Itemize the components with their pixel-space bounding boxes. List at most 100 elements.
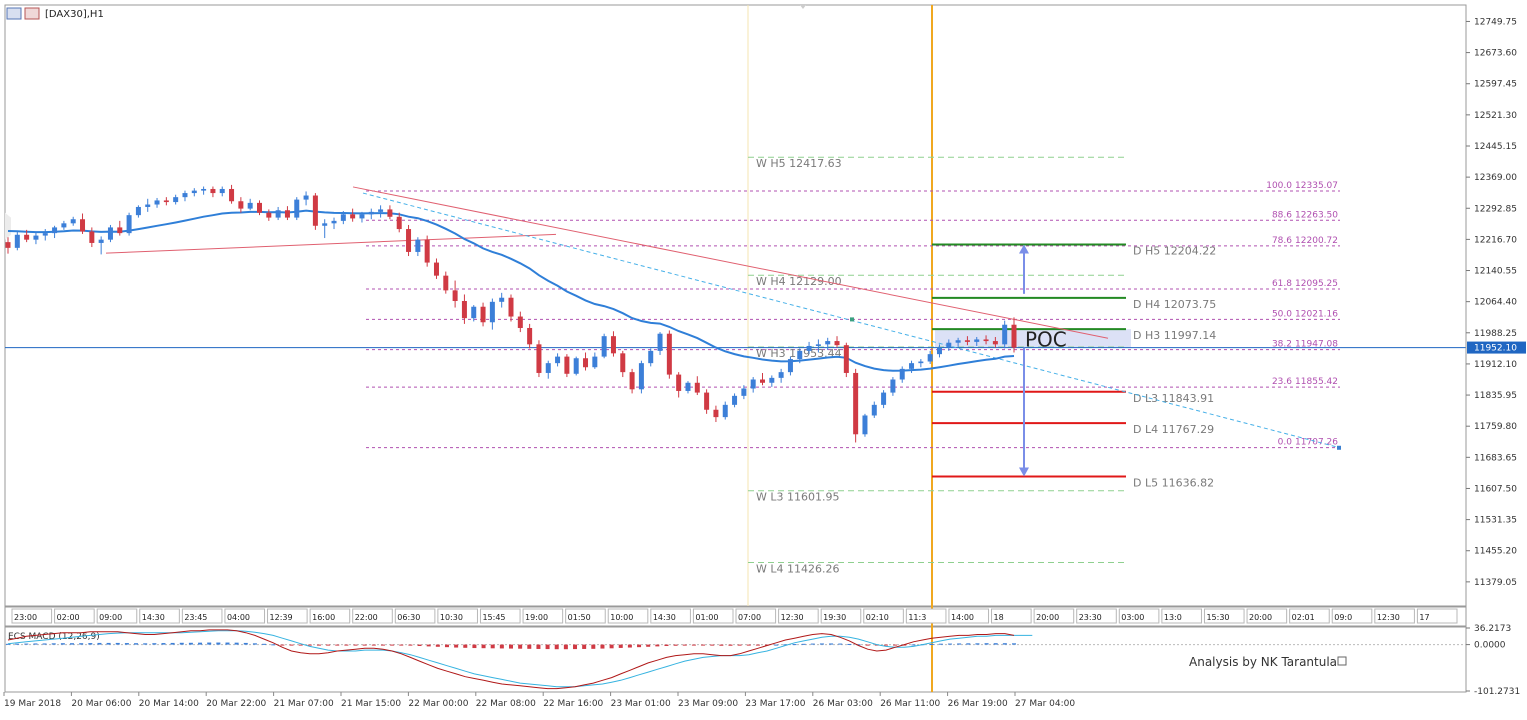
candle[interactable] [1002, 320, 1008, 349]
candle[interactable] [992, 336, 998, 348]
candle[interactable] [433, 258, 439, 279]
candle[interactable] [368, 208, 374, 220]
candle[interactable] [946, 339, 952, 351]
candle[interactable] [909, 360, 915, 373]
candle[interactable] [899, 366, 905, 383]
candle[interactable] [201, 186, 207, 195]
candle[interactable] [760, 372, 765, 386]
candle[interactable] [918, 359, 924, 368]
candle[interactable] [294, 197, 300, 221]
candle[interactable] [14, 231, 20, 251]
candle[interactable] [610, 331, 616, 357]
candle[interactable] [61, 220, 67, 230]
candle[interactable] [536, 340, 542, 378]
watermark-close-icon[interactable] [1337, 656, 1347, 666]
candle[interactable] [359, 211, 365, 223]
candle[interactable] [517, 311, 523, 333]
candle[interactable] [191, 188, 197, 197]
candle[interactable] [508, 294, 514, 322]
candle[interactable] [52, 225, 58, 239]
candle[interactable] [778, 368, 784, 383]
candle[interactable] [583, 352, 589, 371]
candle[interactable] [936, 344, 942, 358]
candle[interactable] [638, 360, 644, 394]
candle[interactable] [396, 212, 402, 233]
candle[interactable] [881, 390, 887, 409]
candle[interactable] [974, 336, 980, 346]
candle[interactable] [555, 353, 561, 367]
candle[interactable] [443, 271, 449, 294]
candle[interactable] [815, 339, 821, 353]
candle[interactable] [284, 206, 290, 221]
candle[interactable] [33, 231, 39, 245]
candle[interactable] [601, 333, 607, 359]
candle[interactable] [117, 220, 123, 236]
candle[interactable] [24, 229, 30, 243]
candle[interactable] [461, 294, 467, 324]
candle[interactable] [955, 337, 961, 347]
candle[interactable] [499, 292, 505, 308]
candle[interactable] [163, 197, 169, 206]
candle[interactable] [42, 229, 48, 241]
candle[interactable] [657, 332, 663, 355]
candle[interactable] [219, 186, 225, 197]
candle[interactable] [890, 377, 896, 396]
candle[interactable] [787, 356, 793, 376]
candle[interactable] [694, 376, 700, 396]
candle[interactable] [247, 198, 253, 211]
candle[interactable] [741, 385, 747, 400]
candle[interactable] [229, 184, 235, 204]
candle[interactable] [154, 197, 160, 208]
candle[interactable] [713, 405, 719, 423]
candle[interactable] [834, 336, 840, 348]
candle[interactable] [592, 352, 598, 369]
candle[interactable] [573, 356, 579, 376]
candle[interactable] [843, 342, 849, 378]
candle[interactable] [266, 209, 272, 221]
candle[interactable] [275, 206, 281, 221]
candle[interactable] [406, 224, 412, 257]
candle[interactable] [387, 205, 393, 220]
candle[interactable] [704, 389, 710, 414]
candle[interactable] [983, 335, 989, 345]
candle[interactable] [340, 211, 346, 225]
candle[interactable] [378, 205, 384, 218]
candle[interactable] [312, 193, 318, 230]
candle[interactable] [1011, 317, 1017, 353]
candle[interactable] [853, 368, 859, 443]
candle[interactable] [927, 350, 933, 364]
candle[interactable] [331, 217, 337, 230]
candle[interactable] [825, 337, 831, 351]
candle[interactable] [182, 190, 188, 202]
candle[interactable] [685, 381, 691, 394]
candle[interactable] [797, 348, 803, 364]
candle[interactable] [126, 212, 132, 236]
candle[interactable] [424, 235, 430, 267]
candle[interactable] [238, 197, 244, 213]
candle[interactable] [862, 413, 868, 437]
candle[interactable] [722, 401, 728, 420]
candle[interactable] [303, 191, 309, 206]
candle[interactable] [415, 237, 421, 257]
candle[interactable] [322, 219, 328, 239]
candle[interactable] [750, 377, 756, 393]
candle[interactable] [629, 368, 635, 394]
candle[interactable] [173, 194, 179, 205]
candle[interactable] [769, 375, 775, 387]
candle[interactable] [564, 354, 570, 378]
candle[interactable] [545, 360, 551, 379]
candle[interactable] [676, 372, 682, 398]
candle[interactable] [527, 323, 533, 349]
candle[interactable] [107, 224, 113, 243]
candle[interactable] [80, 213, 86, 234]
candle[interactable] [471, 305, 477, 322]
candle[interactable] [480, 302, 486, 327]
candle[interactable] [145, 198, 151, 212]
candle[interactable] [964, 336, 970, 346]
candle[interactable] [350, 208, 356, 222]
candle[interactable] [806, 341, 812, 355]
candle[interactable] [89, 227, 95, 248]
candle[interactable] [871, 401, 877, 418]
